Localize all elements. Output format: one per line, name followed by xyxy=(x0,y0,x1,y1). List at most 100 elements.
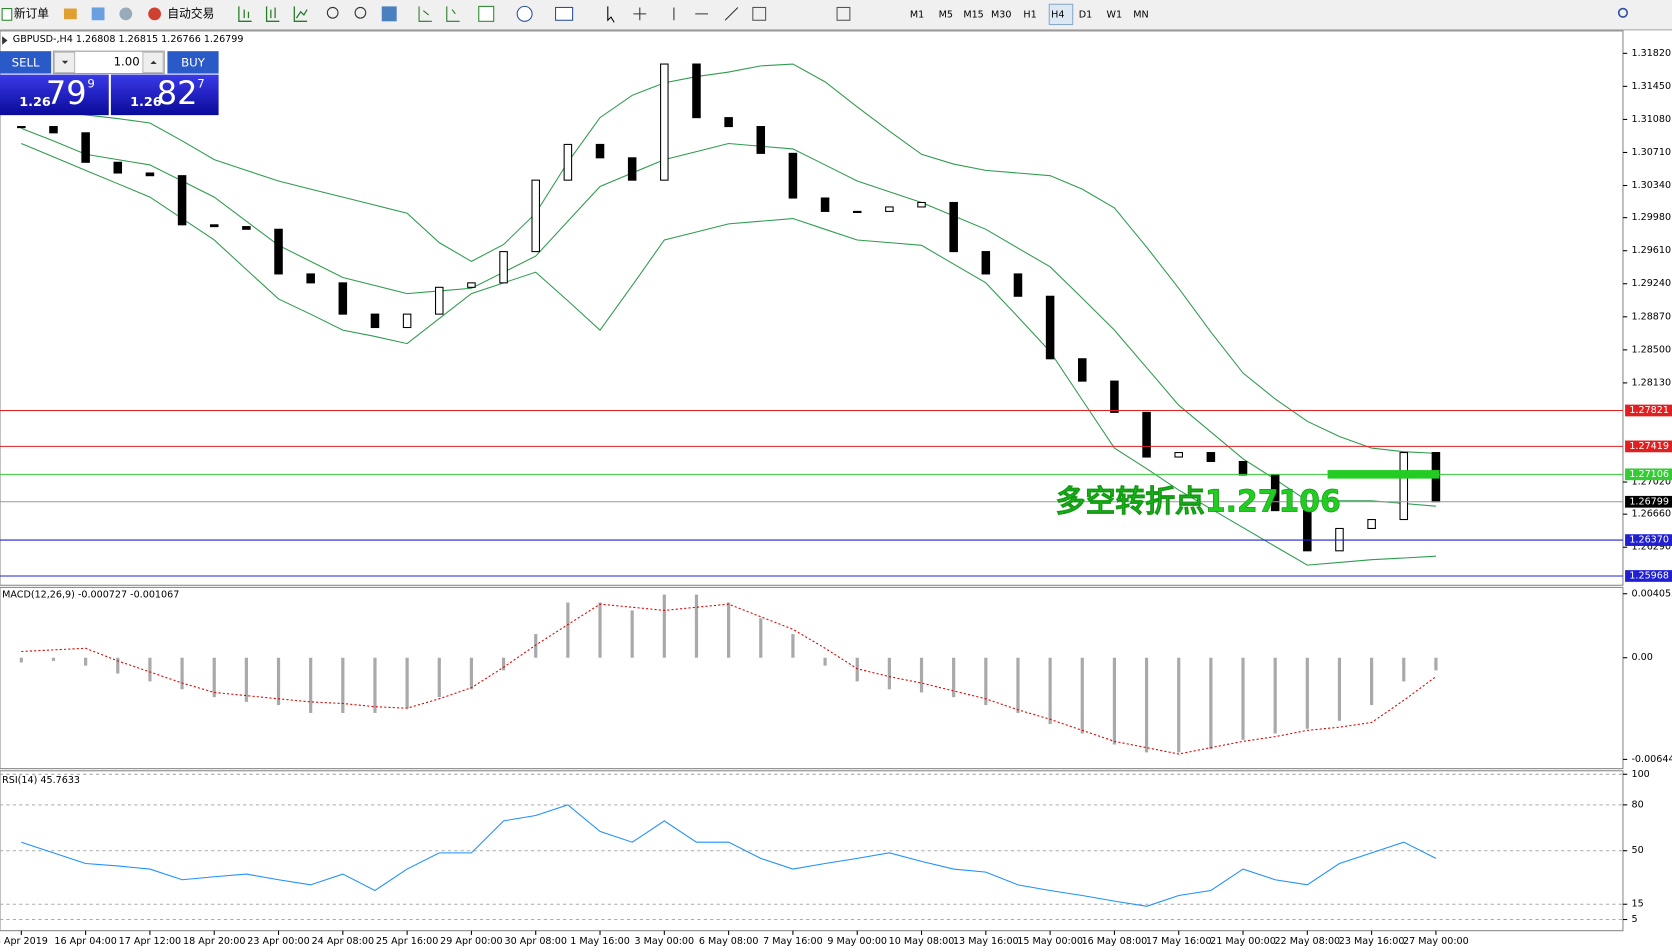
tile-button[interactable] xyxy=(381,6,397,22)
sell-button[interactable] xyxy=(0,51,52,74)
lot-field[interactable] xyxy=(52,50,165,75)
macd-bar xyxy=(1402,657,1406,682)
scroll-button[interactable] xyxy=(418,6,432,22)
cursor-button[interactable] xyxy=(607,6,615,23)
candle xyxy=(49,126,58,134)
candle xyxy=(402,313,412,329)
macd-bar xyxy=(952,657,956,698)
y-tick-label: 1.30340 xyxy=(1631,180,1671,191)
x-tick-label: 7 May 16:00 xyxy=(763,936,823,947)
candle xyxy=(1045,295,1055,360)
timeframe-button[interactable]: D1 xyxy=(1079,9,1092,20)
macd-bar xyxy=(598,602,602,658)
candle xyxy=(756,126,766,154)
macd-bar xyxy=(309,657,313,713)
candle xyxy=(788,152,798,199)
candle xyxy=(1238,460,1248,476)
x-tick-label: 17 May 16:00 xyxy=(1146,936,1212,947)
macd-bar xyxy=(887,657,891,690)
x-tick-label: 15 May 00:00 xyxy=(1017,936,1083,947)
timeframe-button[interactable]: M30 xyxy=(991,9,1011,20)
x-tick-label: 27 May 00:00 xyxy=(1403,936,1469,947)
zoom-in-button[interactable] xyxy=(326,6,339,19)
candle xyxy=(1013,273,1023,297)
shift-button[interactable] xyxy=(446,6,460,22)
main-chart-area xyxy=(0,30,1624,586)
auto-trading-button[interactable]: 自动交易 xyxy=(167,6,214,20)
macd-bar xyxy=(694,594,699,658)
candle xyxy=(1078,358,1087,382)
y-tick-label: 0.004055 xyxy=(1631,588,1672,599)
series-line xyxy=(21,603,1437,755)
buy-button[interactable] xyxy=(167,51,219,74)
text-label-button[interactable] xyxy=(836,6,851,21)
timeframe-button[interactable]: M5 xyxy=(939,9,953,20)
timeframe-button[interactable]: H1 xyxy=(1023,9,1036,20)
x-tick-label: 23 Apr 00:00 xyxy=(247,936,309,947)
line-chart-button[interactable] xyxy=(293,6,308,22)
lot-value[interactable]: 1.00 xyxy=(114,54,140,68)
fibo-button[interactable] xyxy=(752,6,767,21)
annotation: 多空转折点1.27106 xyxy=(1056,485,1341,520)
symbol-icon xyxy=(2,36,8,45)
zoom-out-button[interactable] xyxy=(354,6,367,19)
candle-chart-button[interactable] xyxy=(265,6,280,22)
new-order-button[interactable]: 新订单 xyxy=(14,6,49,20)
y-tick-label: 1.26290 xyxy=(1631,542,1671,553)
candle xyxy=(338,282,348,315)
draw-tools[interactable] xyxy=(673,7,739,21)
indicators-button[interactable] xyxy=(478,5,495,22)
x-tick-label: 3 May 00:00 xyxy=(635,936,695,947)
series-line xyxy=(21,804,1437,907)
candle xyxy=(499,251,508,284)
candle xyxy=(370,313,380,329)
x-tick-label: 1 May 16:00 xyxy=(570,936,630,947)
candle xyxy=(660,63,669,181)
x-tick-label: 13 May 16:00 xyxy=(953,936,1019,947)
timeframe-button[interactable]: H4 xyxy=(1051,9,1064,20)
macd-bar xyxy=(1048,657,1052,725)
toolbar-icon[interactable] xyxy=(63,8,77,20)
candle xyxy=(145,172,155,177)
templates-button[interactable] xyxy=(555,6,574,21)
buy-label[interactable]: BUY xyxy=(181,55,206,69)
y-tick-label: 1.27020 xyxy=(1631,477,1671,488)
timeframe-button[interactable]: MN xyxy=(1133,9,1148,20)
candle xyxy=(1270,474,1280,512)
toolbar-icon[interactable] xyxy=(91,7,105,21)
new-order-icon[interactable] xyxy=(1,7,13,21)
buy-price-box[interactable] xyxy=(110,74,219,116)
price-level-tag xyxy=(1625,534,1672,546)
macd-header: MACD(12,26,9) -0.000727 -0.001067 xyxy=(2,589,179,600)
y-tick-label: 5 xyxy=(1631,914,1637,925)
macd-bar xyxy=(791,634,795,658)
bar-chart-button[interactable] xyxy=(238,6,252,22)
macd-bar xyxy=(1241,657,1245,740)
buy-price-point: 7 xyxy=(197,77,204,91)
toolbar-icon[interactable] xyxy=(119,7,133,21)
x-tick-label: 16 May 08:00 xyxy=(1082,936,1148,947)
candle xyxy=(1142,411,1151,458)
sell-price-pips: 79 xyxy=(46,74,87,112)
timeframe-button[interactable]: W1 xyxy=(1107,9,1123,20)
crosshair-button[interactable] xyxy=(633,7,647,21)
x-tick-label: 24 Apr 08:00 xyxy=(312,936,374,947)
price-level-tag xyxy=(1625,570,1672,582)
candle xyxy=(274,228,283,275)
candle xyxy=(1303,510,1312,552)
macd-bar xyxy=(180,657,184,690)
periods-button[interactable] xyxy=(516,5,533,22)
candle xyxy=(81,132,90,163)
search-button[interactable] xyxy=(1617,7,1629,18)
timeframe-button[interactable]: M1 xyxy=(910,9,924,20)
sell-price-box[interactable] xyxy=(0,74,109,116)
y-tick-label: 15 xyxy=(1631,899,1643,910)
timeframe-button[interactable]: M15 xyxy=(963,9,983,20)
auto-trading-icon[interactable] xyxy=(148,7,162,21)
candle xyxy=(531,179,540,253)
candle xyxy=(435,286,444,315)
active-timeframe-box xyxy=(1048,3,1074,26)
y-tick-label: 0.00 xyxy=(1631,652,1652,663)
sell-label[interactable]: SELL xyxy=(12,55,40,69)
